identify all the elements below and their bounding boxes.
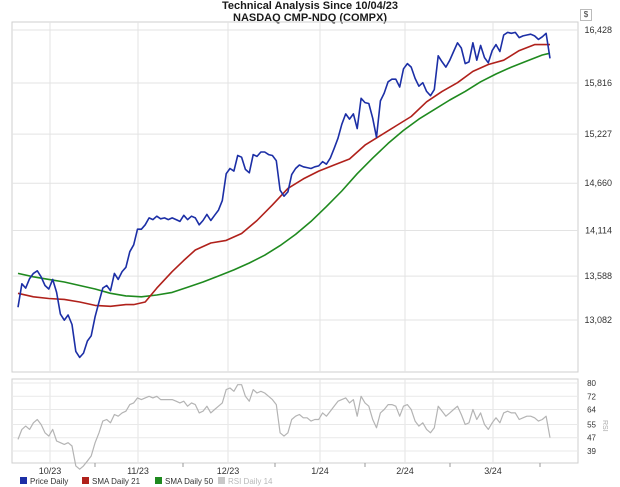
price-panel-lines bbox=[17, 31, 551, 359]
date-axis-ticks: 10/23 11/23 12/23 1/24 2/24 3/24 bbox=[39, 463, 541, 476]
currency-icon[interactable]: $ bbox=[580, 9, 592, 21]
x-tick-label: 10/23 bbox=[39, 466, 62, 476]
rsi-tick-label: 39 bbox=[587, 447, 596, 456]
rsi-panel-grid bbox=[11, 378, 579, 464]
legend-swatch bbox=[82, 477, 89, 484]
chart-legend: Price Daily SMA Daily 21 SMA Daily 50 RSI D… bbox=[20, 477, 273, 486]
rsi-tick-label: 64 bbox=[587, 406, 596, 415]
price-axis-ticks: 13,082 13,588 14,114 14,660 15,227 15,816 16,4… bbox=[584, 25, 612, 325]
rsi-tick-label: 47 bbox=[587, 434, 596, 443]
legend-label: SMA Daily 21 bbox=[92, 477, 141, 486]
series-line-sma-daily-21 bbox=[17, 43, 550, 308]
rsi-axis-ticks: 39 47 55 64 72 80 bbox=[587, 379, 596, 456]
x-tick-label: 3/24 bbox=[484, 466, 502, 476]
legend-swatch bbox=[218, 477, 225, 484]
price-tick-label: 13,082 bbox=[584, 315, 612, 325]
legend-swatch bbox=[20, 477, 27, 484]
chart-title: Technical Analysis Since 10/04/23 bbox=[221, 0, 399, 12]
x-tick-label: 2/24 bbox=[396, 466, 414, 476]
rsi-panel-lines bbox=[17, 384, 551, 470]
legend-label: Price Daily bbox=[30, 477, 68, 486]
rsi-tick-label: 80 bbox=[587, 379, 596, 388]
legend-swatch bbox=[155, 477, 162, 484]
price-tick-label: 14,660 bbox=[584, 178, 612, 188]
series-line-rsi-daily-14 bbox=[17, 384, 551, 470]
legend-label: SMA Daily 50 bbox=[165, 477, 214, 486]
legend-label: RSI Daily 14 bbox=[228, 477, 273, 486]
rsi-tick-label: 72 bbox=[587, 392, 596, 401]
price-tick-label: 15,227 bbox=[584, 129, 612, 139]
x-tick-label: 12/23 bbox=[217, 466, 240, 476]
series-line-price-daily bbox=[17, 31, 551, 359]
x-tick-label: 1/24 bbox=[311, 466, 329, 476]
rsi-tick-label: 55 bbox=[587, 420, 596, 429]
rsi-axis-label: RSI bbox=[601, 420, 608, 432]
price-panel-grid bbox=[11, 21, 579, 373]
chart-subtitle: NASDAQ CMP-NDQ (COMPX) bbox=[233, 12, 387, 24]
price-tick-label: 14,114 bbox=[585, 226, 612, 236]
price-tick-label: 15,816 bbox=[584, 78, 612, 88]
price-tick-label: 16,428 bbox=[584, 25, 612, 35]
rsi-panel-frame bbox=[11, 378, 579, 464]
series-line-sma-daily-50 bbox=[17, 52, 551, 298]
x-tick-label: 11/23 bbox=[127, 466, 149, 476]
price-panel-frame bbox=[11, 21, 579, 373]
price-tick-label: 13,588 bbox=[584, 271, 612, 281]
